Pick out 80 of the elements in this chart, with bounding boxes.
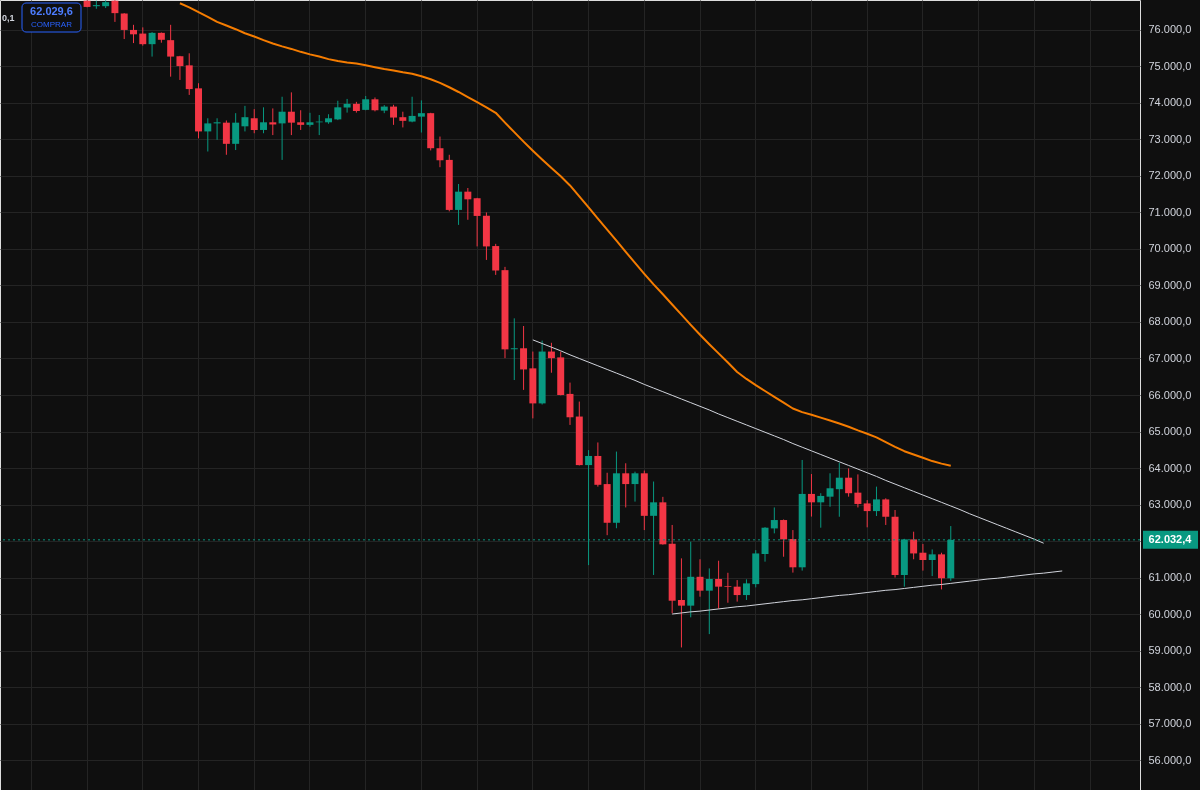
candlestick (733, 579, 741, 603)
candlestick (938, 552, 945, 590)
y-tick-label: 72.000,0 (1148, 169, 1192, 182)
candlestick (278, 96, 286, 161)
y-tick-label: 65.000,0 (1148, 425, 1192, 438)
y-tick-label: 67.000,0 (1148, 351, 1192, 364)
candlestick (910, 531, 918, 560)
line-series (178, 2, 952, 467)
y-tick-label: 56.000,0 (1148, 753, 1192, 766)
y-tick-label: 70.000,0 (1148, 242, 1192, 255)
candlestick (287, 91, 295, 136)
candlestick (232, 112, 240, 151)
candlestick (520, 325, 528, 391)
candlestick (306, 112, 314, 128)
y-tick-label: 64.000,0 (1148, 461, 1192, 474)
candlestick (547, 342, 555, 374)
candlestick (677, 557, 685, 648)
candlestick (473, 197, 481, 247)
candlestick (297, 109, 305, 131)
annotation: COMPRAR (31, 20, 73, 29)
annotation: 0,1 (2, 13, 15, 23)
y-tick-label: 61.000,0 (1148, 571, 1192, 584)
candlestick (872, 486, 880, 517)
y-tick-label: 74.000,0 (1148, 96, 1192, 109)
candlestick (919, 543, 927, 572)
candlestick (715, 560, 723, 610)
y-tick-label: 76.000,0 (1148, 23, 1192, 36)
candlestick (928, 548, 936, 577)
candlestick (742, 578, 750, 601)
candlestick (111, 0, 119, 23)
candlestick (260, 106, 268, 134)
candlestick (724, 572, 732, 604)
candlestick (455, 183, 463, 226)
candlestick (436, 136, 444, 168)
candlestick (622, 462, 630, 508)
y-tick-label: 68.000,0 (1148, 315, 1192, 328)
y-tick-label: 73.000,0 (1148, 132, 1192, 145)
candlestick (250, 108, 258, 134)
y-tick-label: 75.000,0 (1148, 59, 1192, 72)
candlestick (139, 26, 147, 47)
candlestick (854, 473, 862, 508)
candlestick (882, 497, 890, 526)
candlestick (343, 98, 351, 114)
candlestick (148, 31, 156, 58)
y-tick-label: 57.000,0 (1148, 717, 1192, 730)
y-tick-label: 71.000,0 (1148, 205, 1192, 218)
candlestick (120, 12, 128, 40)
candlestick (176, 55, 184, 81)
line-series (671, 570, 1063, 615)
candlestick (269, 107, 277, 136)
candlestick (241, 105, 249, 132)
candlestick (696, 558, 704, 598)
y-tick-label: 58.000,0 (1148, 680, 1192, 693)
candlestick (780, 518, 788, 558)
candlestick (826, 472, 834, 508)
candlestick (845, 467, 853, 498)
candlestick (334, 100, 342, 121)
candlestick (167, 24, 175, 78)
candlestick (807, 473, 815, 518)
candlestick (408, 96, 416, 123)
candlestick (204, 117, 212, 152)
candlestick (835, 462, 843, 518)
candlestick (390, 104, 398, 126)
candlestick (817, 492, 825, 529)
candlestick (464, 187, 472, 221)
ref-line-label: 62.032,4 (1148, 532, 1193, 545)
candlestick (863, 499, 871, 528)
candlestick (417, 99, 425, 134)
y-tick-label: 63.000,0 (1148, 498, 1192, 511)
candlestick (130, 24, 137, 44)
y-tick-label: 69.000,0 (1148, 278, 1192, 291)
annotation: 62.029,6 (30, 5, 73, 17)
y-tick-label: 59.000,0 (1148, 644, 1192, 657)
candlestick (222, 119, 230, 156)
candlestick (705, 567, 713, 635)
y-tick-label: 60.000,0 (1148, 607, 1192, 620)
candlestick (770, 506, 778, 534)
candlestick (185, 52, 193, 96)
y-tick-label: 66.000,0 (1148, 388, 1192, 401)
line-series (532, 339, 1045, 544)
